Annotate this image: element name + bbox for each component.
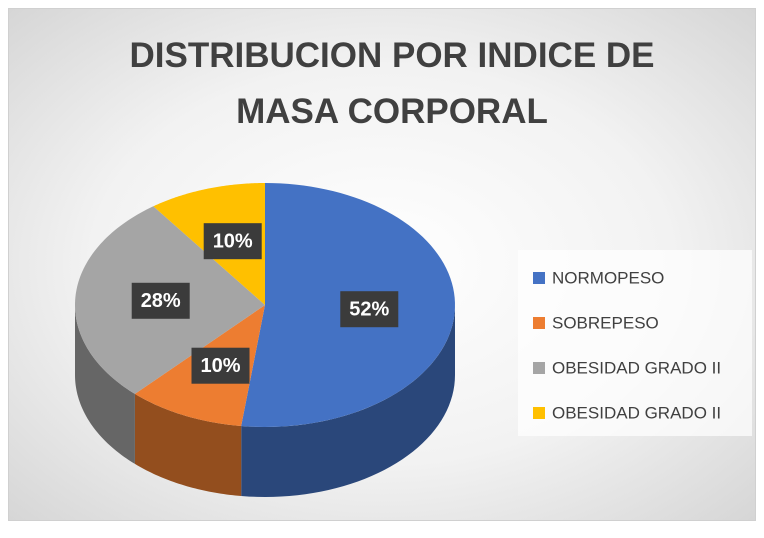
- data-label-box: [131, 282, 190, 319]
- legend-label: OBESIDAD GRADO II: [552, 358, 721, 377]
- data-label-box: [191, 347, 250, 384]
- slice-side: [241, 305, 455, 497]
- legend-label: SOBREPESO: [552, 313, 659, 332]
- data-label-box: [203, 223, 262, 260]
- legend-label: OBESIDAD GRADO II: [552, 403, 721, 422]
- data-label-box: [340, 291, 399, 328]
- legend-box: [518, 250, 752, 436]
- legend-marker: [533, 407, 545, 419]
- data-label: 28%: [141, 290, 181, 312]
- legend-label: NORMOPESO: [552, 268, 664, 287]
- legend-marker: [533, 362, 545, 374]
- slice-side: [75, 305, 135, 464]
- slice-side: [134, 393, 242, 497]
- data-label: 10%: [213, 230, 253, 252]
- legend-marker: [533, 272, 545, 284]
- chart-title: DISTRIBUCION POR INDICE DE MASA CORPORAL: [129, 36, 655, 131]
- legend-marker: [533, 317, 545, 329]
- data-label: 10%: [200, 355, 240, 377]
- data-label: 52%: [349, 298, 389, 320]
